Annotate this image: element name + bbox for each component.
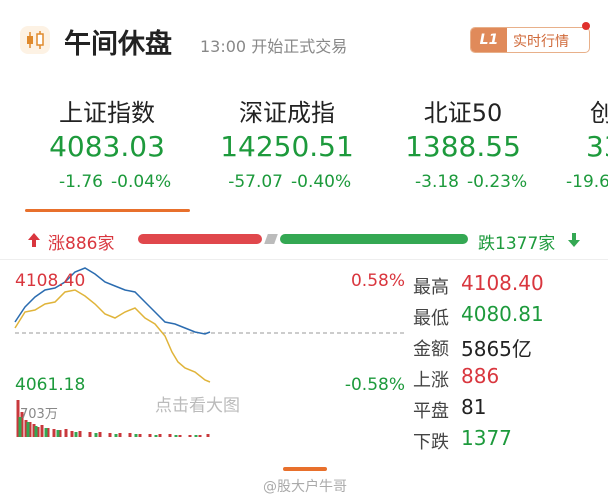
header-icon xyxy=(20,26,50,54)
index-name: 上证指数 xyxy=(59,99,155,127)
stat-value: 4080.81 xyxy=(461,302,544,326)
index-value: 33 xyxy=(586,130,608,163)
header-title: 午间休盘 xyxy=(64,29,172,60)
stat-value: 81 xyxy=(461,395,487,419)
badge-level: L1 xyxy=(471,28,507,52)
chart-hint[interactable]: 点击看大图 xyxy=(155,396,240,416)
realtime-badge[interactable]: L1 实时行情 xyxy=(470,27,590,53)
index-change: -57.07 xyxy=(228,172,283,192)
down-arrow xyxy=(568,233,580,247)
index-pct: -0.23% xyxy=(467,172,528,192)
footer-watermark: @股大户牛哥 xyxy=(263,479,347,495)
chart-low-label: 4061.18 xyxy=(15,375,86,395)
index-name: 创 xyxy=(590,99,608,127)
stat-label: 下跌 xyxy=(413,432,449,453)
index-value: 1388.55 xyxy=(405,130,521,163)
down-bar xyxy=(280,234,468,244)
stat-value: 886 xyxy=(461,364,500,388)
up-bar xyxy=(138,234,262,244)
index-pct: -0.04% xyxy=(111,172,172,192)
stat-label: 最低 xyxy=(413,308,449,329)
stat-label: 最高 xyxy=(413,277,449,298)
index-value: 14250.51 xyxy=(220,130,354,163)
stat-value: 4108.40 xyxy=(461,271,544,295)
volume-label: 703万 xyxy=(20,407,58,422)
index-change: -1.76 xyxy=(59,172,103,192)
stat-label: 上涨 xyxy=(413,370,449,391)
up-arrow xyxy=(28,233,40,247)
chart-high-label: 4108.40 xyxy=(15,271,86,291)
flat-bar xyxy=(264,234,278,244)
stat-value: 1377 xyxy=(461,426,512,450)
stat-value: 5865亿 xyxy=(461,337,532,361)
chart-low-pct: -0.58% xyxy=(344,375,405,395)
badge-text: 实时行情 xyxy=(513,34,569,50)
stat-label: 平盘 xyxy=(413,401,449,422)
page-indicator xyxy=(283,467,327,471)
index-value: 4083.03 xyxy=(49,130,165,163)
divider xyxy=(0,259,608,260)
index-change: -19.6 xyxy=(566,172,608,192)
index-pct: -0.40% xyxy=(291,172,352,192)
notify-dot xyxy=(582,22,590,30)
index-name: 北证50 xyxy=(423,99,503,127)
index-change: -3.18 xyxy=(415,172,459,192)
tab-underline xyxy=(25,209,190,212)
intraday-chart xyxy=(14,267,405,437)
up-count: 涨886家 xyxy=(48,234,115,254)
header-subtitle: 13:00 开始正式交易 xyxy=(200,37,348,56)
stat-label: 金额 xyxy=(413,339,449,360)
down-count: 跌1377家 xyxy=(478,234,556,254)
chart-high-pct: 0.58% xyxy=(350,271,405,291)
index-name: 深证成指 xyxy=(239,99,335,127)
